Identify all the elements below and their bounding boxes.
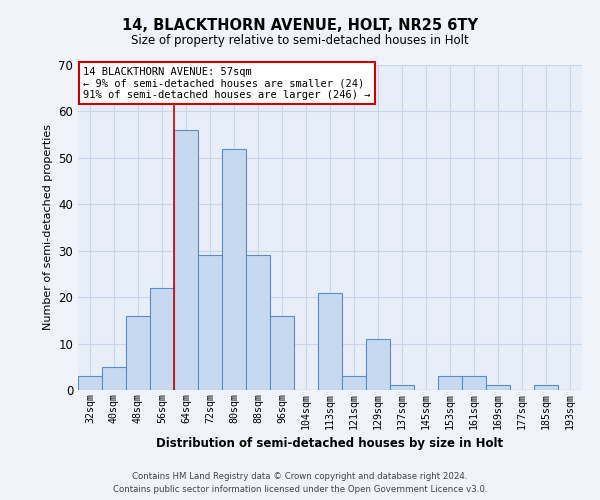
Y-axis label: Number of semi-detached properties: Number of semi-detached properties [43,124,53,330]
Bar [318,292,342,390]
X-axis label: Distribution of semi-detached houses by size in Holt: Distribution of semi-detached houses by … [157,437,503,450]
Bar [246,256,270,390]
Bar [366,339,390,390]
Text: Size of property relative to semi-detached houses in Holt: Size of property relative to semi-detach… [131,34,469,47]
Bar [222,148,246,390]
Text: Contains HM Land Registry data © Crown copyright and database right 2024.
Contai: Contains HM Land Registry data © Crown c… [113,472,487,494]
Text: 14, BLACKTHORN AVENUE, HOLT, NR25 6TY: 14, BLACKTHORN AVENUE, HOLT, NR25 6TY [122,18,478,32]
Bar [390,386,414,390]
Bar [270,316,294,390]
Bar [174,130,198,390]
Bar [78,376,102,390]
Bar [462,376,486,390]
Bar [342,376,366,390]
Bar [486,386,510,390]
Bar [198,256,222,390]
Bar [438,376,462,390]
Bar [150,288,174,390]
Bar [102,367,126,390]
Bar [534,386,558,390]
Bar [126,316,150,390]
Text: 14 BLACKTHORN AVENUE: 57sqm
← 9% of semi-detached houses are smaller (24)
91% of: 14 BLACKTHORN AVENUE: 57sqm ← 9% of semi… [83,66,371,100]
